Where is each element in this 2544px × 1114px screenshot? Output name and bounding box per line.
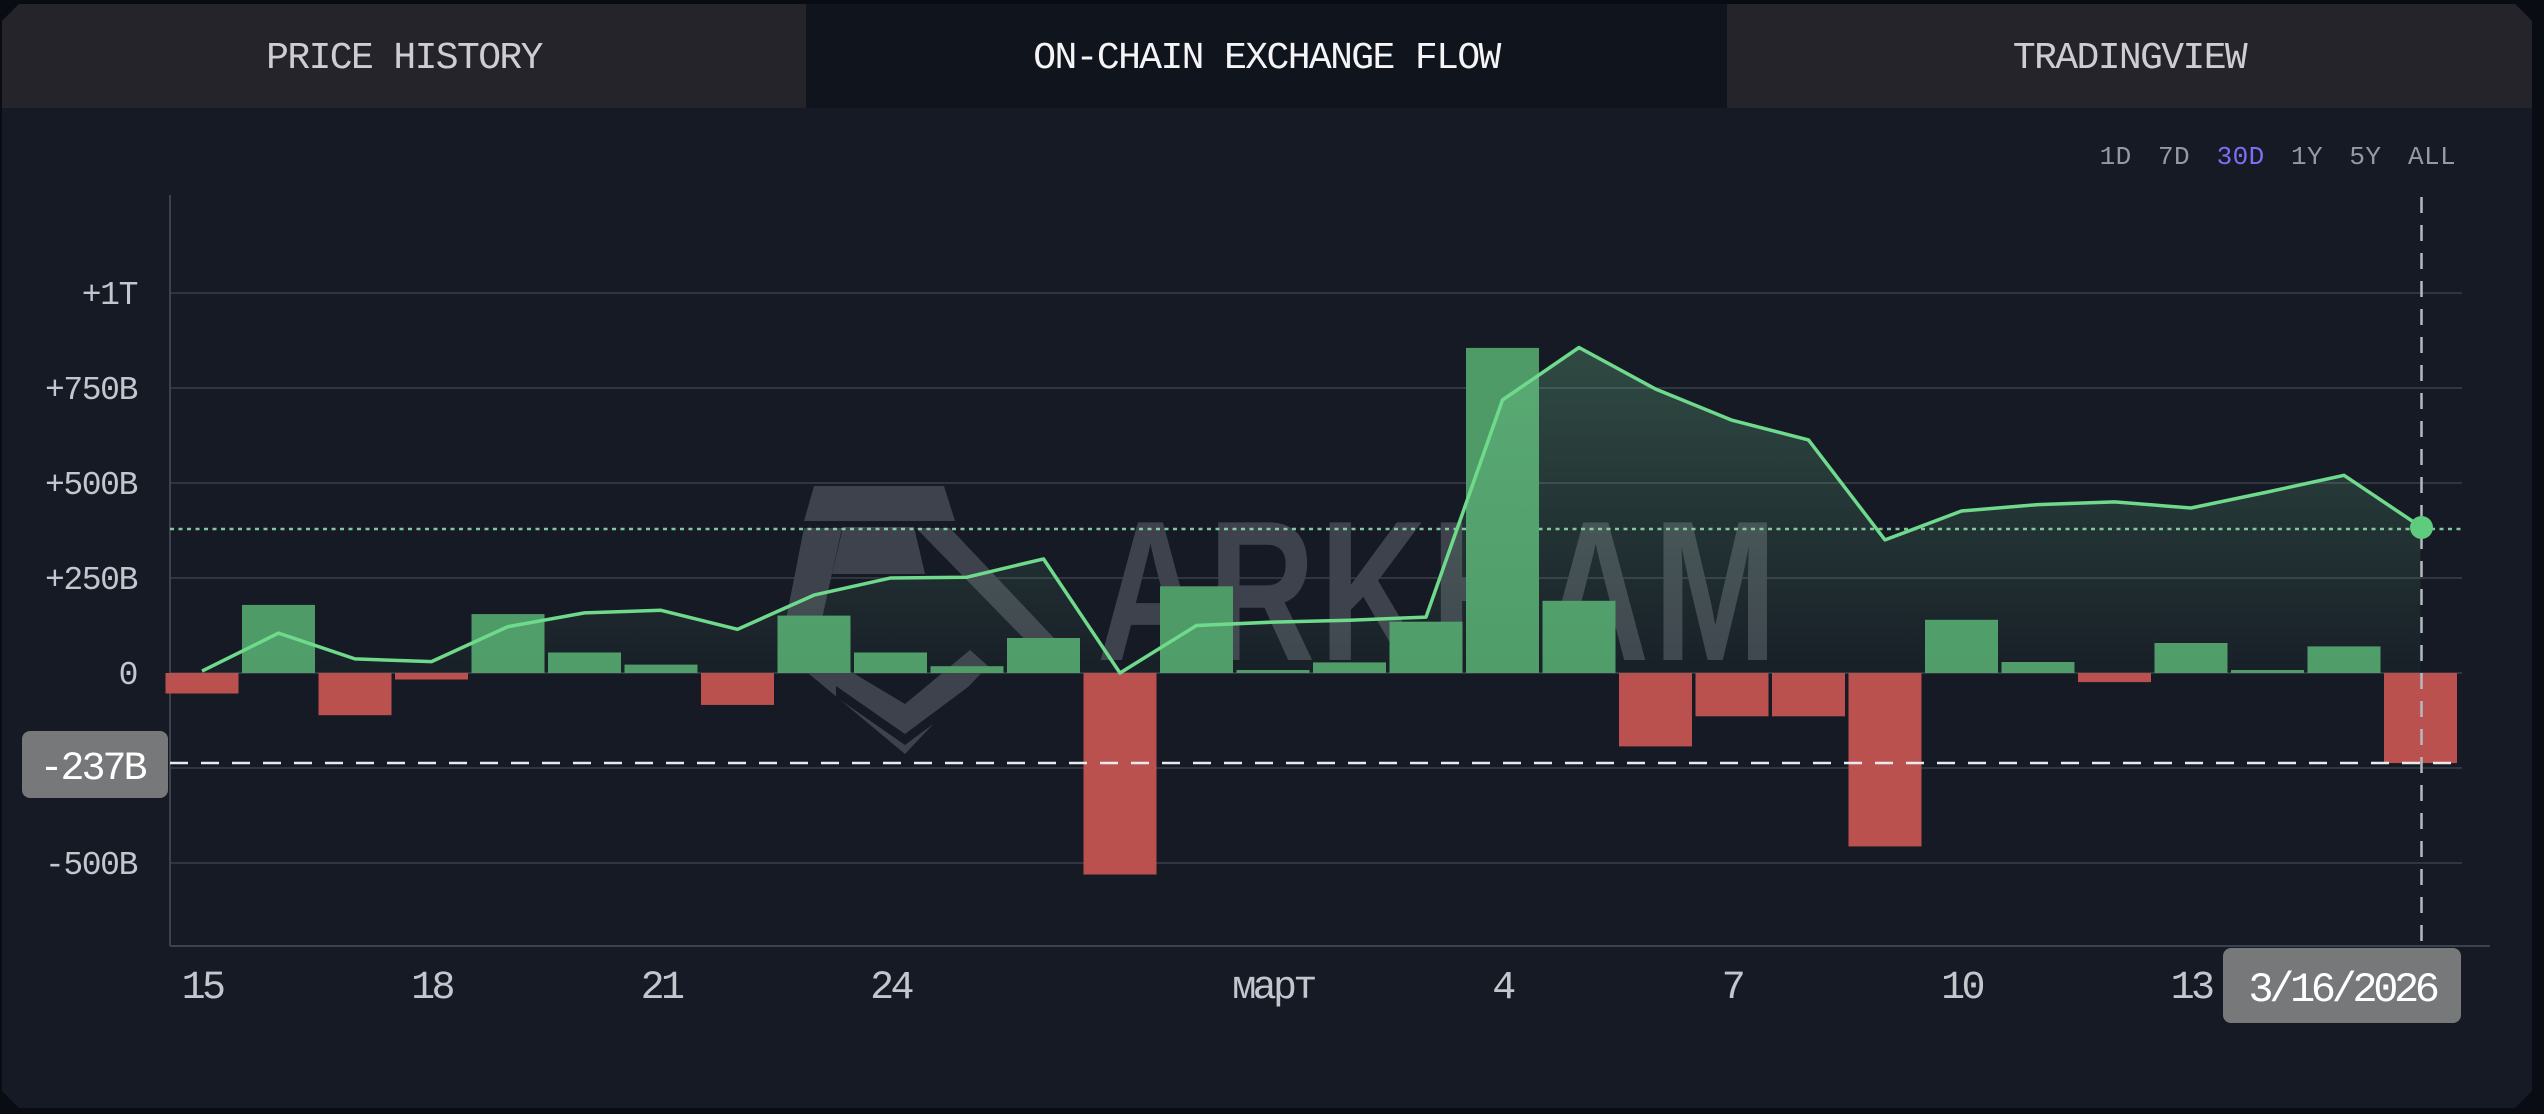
svg-text:21: 21 xyxy=(641,966,684,1011)
svg-text:март: март xyxy=(1232,966,1315,1011)
svg-text:3/16/2026: 3/16/2026 xyxy=(2248,966,2437,1014)
svg-text:5Y: 5Y xyxy=(2349,142,2381,172)
svg-text:4: 4 xyxy=(1492,966,1514,1011)
svg-text:18: 18 xyxy=(411,966,453,1011)
svg-text:24: 24 xyxy=(870,966,912,1011)
svg-text:7D: 7D xyxy=(2158,142,2190,172)
svg-text:0: 0 xyxy=(119,657,137,694)
svg-text:+1T: +1T xyxy=(82,277,138,314)
svg-text:1D: 1D xyxy=(2100,142,2132,172)
svg-text:10: 10 xyxy=(1941,966,1983,1011)
svg-text:1Y: 1Y xyxy=(2291,142,2323,172)
svg-text:+500B: +500B xyxy=(45,467,138,504)
svg-text:7: 7 xyxy=(1722,966,1743,1011)
svg-text:15: 15 xyxy=(182,966,224,1011)
svg-text:13: 13 xyxy=(2171,966,2213,1011)
svg-text:-237B: -237B xyxy=(39,747,146,792)
svg-text:30D: 30D xyxy=(2217,142,2265,172)
svg-text:-500B: -500B xyxy=(45,847,138,884)
svg-text:+750B: +750B xyxy=(45,372,138,409)
svg-text:+250B: +250B xyxy=(45,562,138,599)
svg-text:ALL: ALL xyxy=(2408,142,2456,172)
